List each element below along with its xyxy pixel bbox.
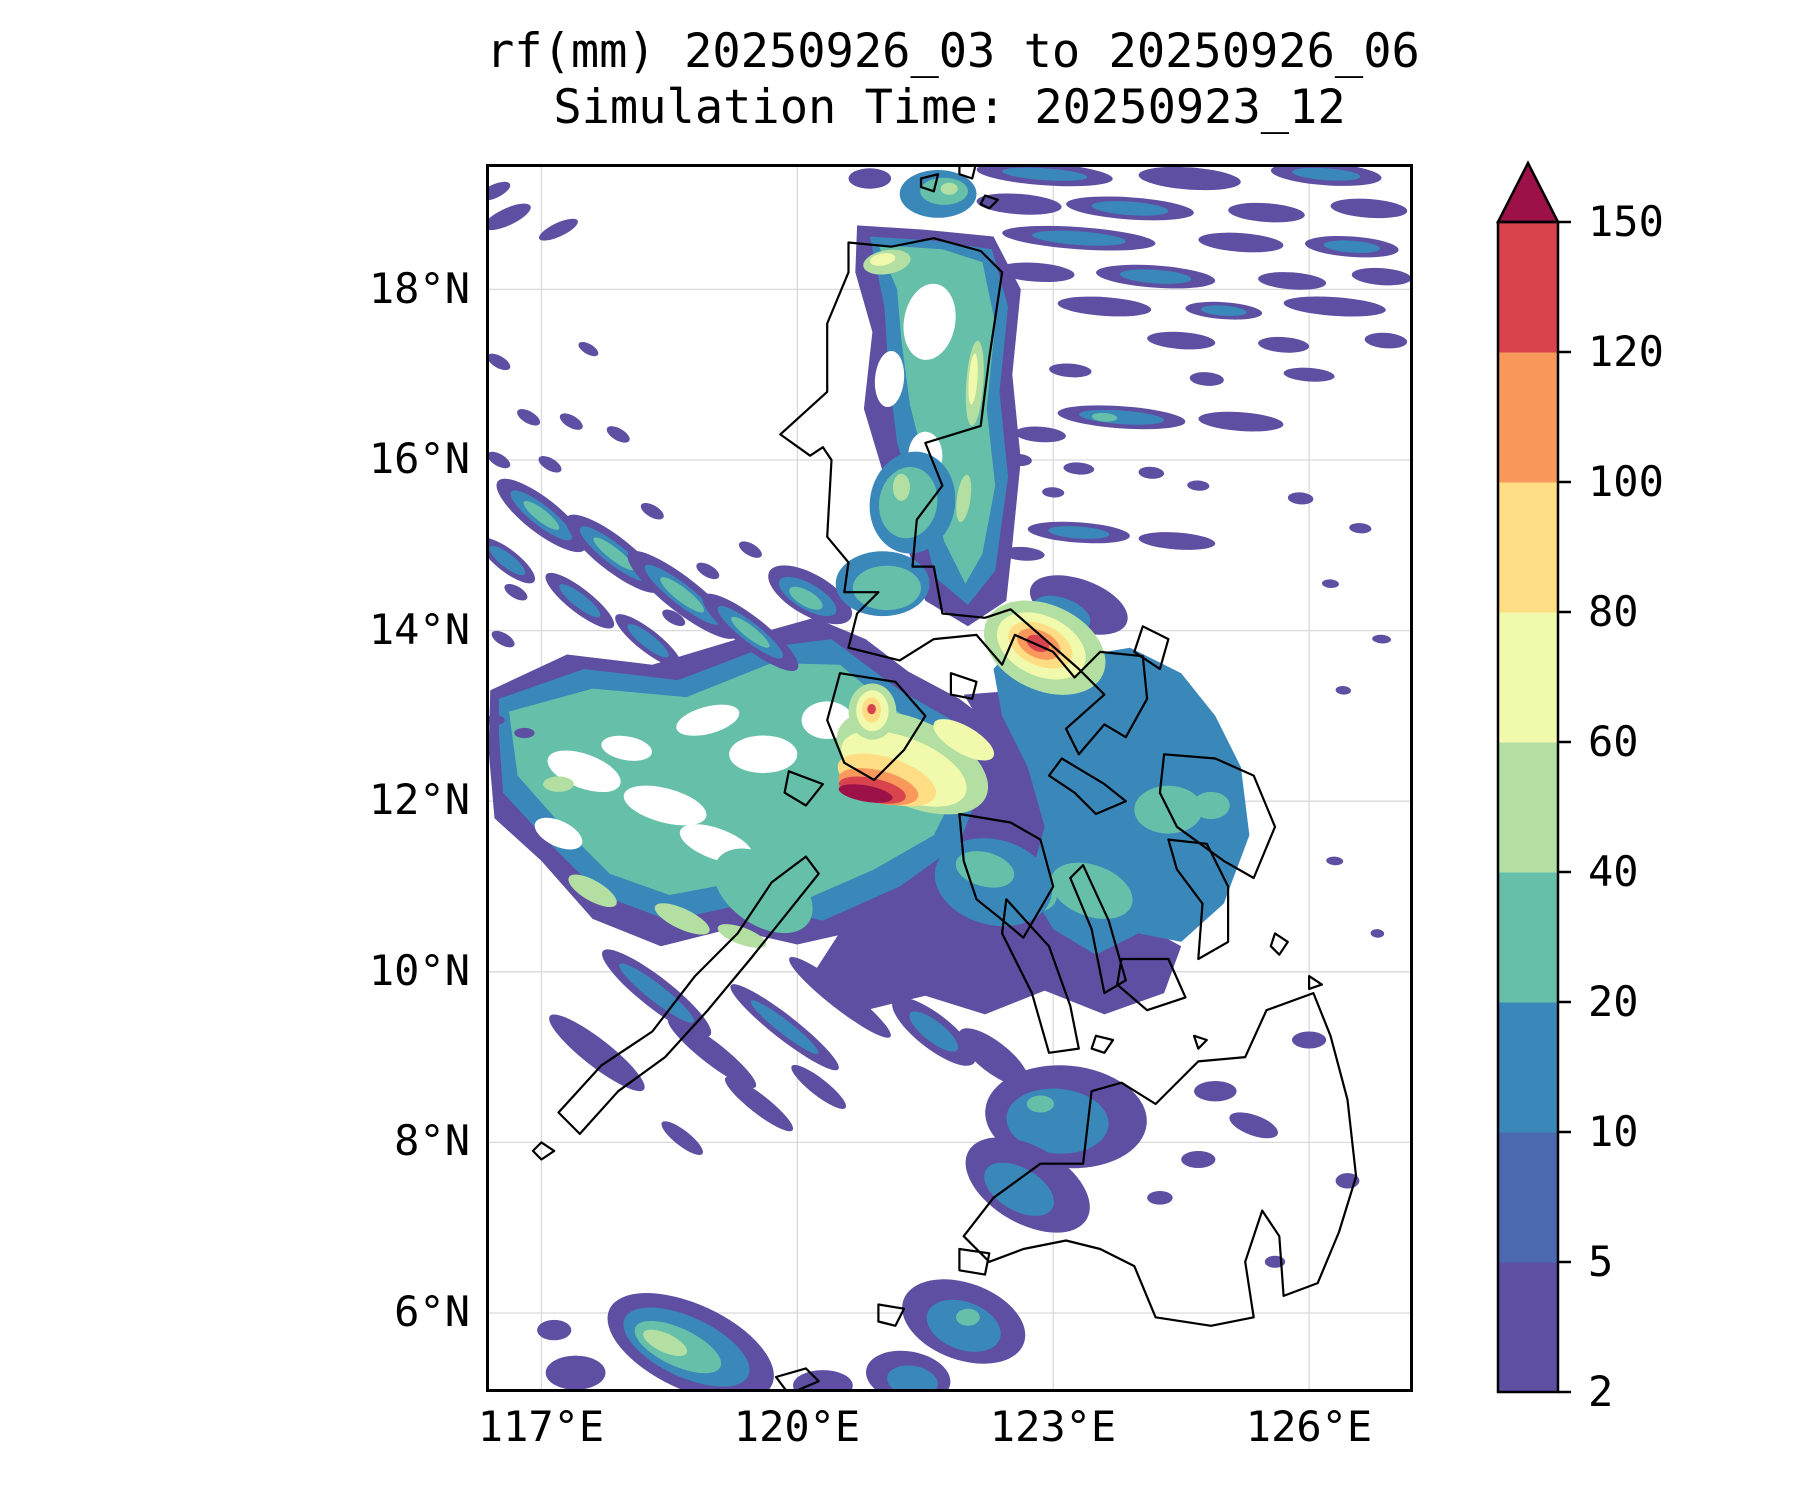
coastlines — [531, 164, 1358, 1392]
colorbar-tick-label-2: 2 — [1588, 1367, 1614, 1416]
plot-subtitle: Simulation Time: 20250923_12 — [553, 80, 1346, 135]
colorbar — [1495, 160, 1571, 1394]
y-tick-label-6n: 6°N — [394, 1287, 470, 1336]
colorbar-tick-label-100: 100 — [1588, 457, 1664, 506]
colorbar-tick-label-10: 10 — [1588, 1107, 1639, 1156]
colorbar-tick-label-150: 150 — [1588, 197, 1664, 246]
y-tick-label-16n: 16°N — [368, 434, 470, 483]
colorbar-tick-label-120: 120 — [1588, 327, 1664, 376]
map-frame — [486, 164, 1413, 1392]
x-tick-label-126e: 126°E — [1245, 1402, 1373, 1451]
map-plot — [486, 164, 1413, 1392]
colorbar-tick-label-40: 40 — [1588, 847, 1639, 896]
y-tick-label-10n: 10°N — [368, 946, 470, 995]
x-tick-label-120e: 120°E — [733, 1402, 861, 1451]
y-tick-label-14n: 14°N — [368, 605, 470, 654]
y-tick-label-18n: 18°N — [368, 264, 470, 313]
colorbar-tick-label-5: 5 — [1588, 1237, 1614, 1286]
colorbar-tick-label-60: 60 — [1588, 717, 1639, 766]
x-tick-label-117e: 117°E — [477, 1402, 605, 1451]
colorbar-tick-label-20: 20 — [1588, 977, 1639, 1026]
plot-title: rf(mm) 20250926_03 to 20250926_06 — [486, 24, 1420, 79]
x-tick-label-123e: 123°E — [989, 1402, 1117, 1451]
y-tick-label-12n: 12°N — [368, 775, 470, 824]
y-tick-label-8n: 8°N — [394, 1116, 470, 1165]
rainfall-contours — [486, 164, 1412, 1392]
colorbar-tick-label-80: 80 — [1588, 587, 1639, 636]
